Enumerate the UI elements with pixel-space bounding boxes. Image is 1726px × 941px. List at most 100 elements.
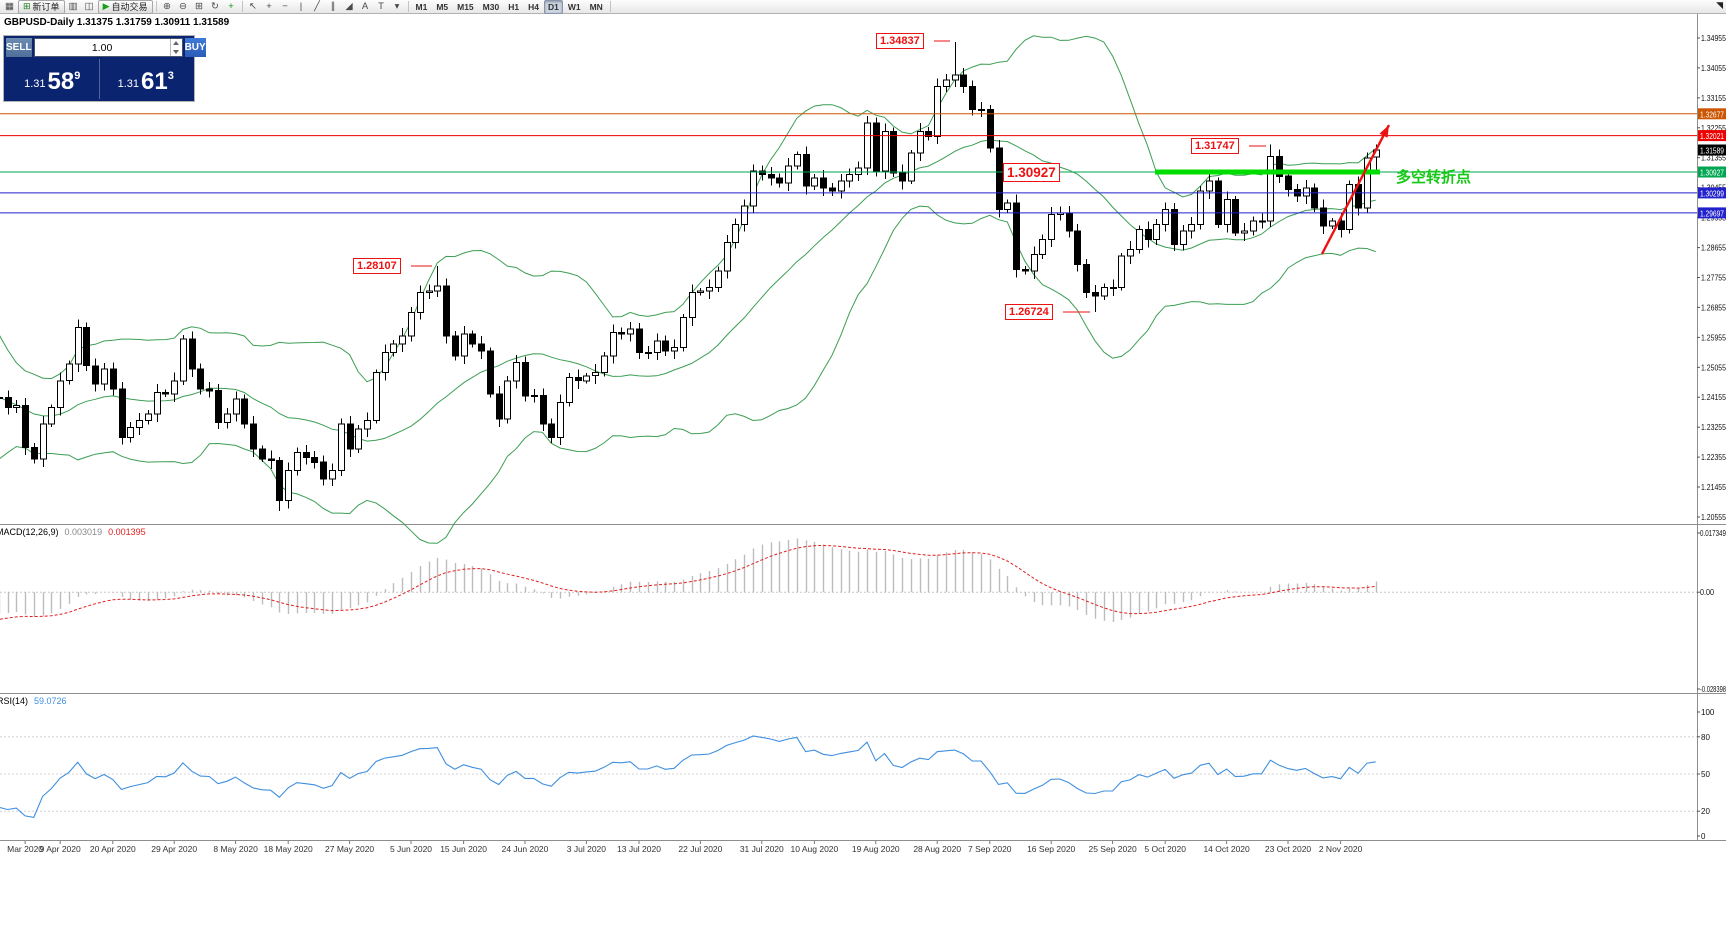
svg-text:0: 0 [1701, 832, 1706, 841]
timeframe-h1-button[interactable]: H1 [508, 1, 520, 12]
add-indicator-icon[interactable]: + [228, 1, 234, 12]
toolbar-separator [241, 1, 243, 12]
autotrading-button-label: 自动交易 [111, 2, 148, 12]
buy-button[interactable]: BUY [184, 38, 206, 57]
svg-text:29 Apr 2020: 29 Apr 2020 [151, 844, 197, 854]
svg-text:0.017349: 0.017349 [1700, 529, 1726, 538]
zoom-out-icon[interactable]: ⊖ [179, 1, 187, 12]
svg-text:20: 20 [1701, 807, 1710, 816]
svg-text:2 Nov 2020: 2 Nov 2020 [1319, 844, 1363, 854]
equidistant-channel-icon[interactable]: ∥ [330, 1, 336, 12]
sell-button[interactable]: SELL [6, 38, 32, 57]
autotrading-button[interactable]: ▶ 自动交易 [97, 0, 153, 14]
volume-box [33, 38, 183, 57]
svg-text:22 Jul 2020: 22 Jul 2020 [678, 844, 722, 854]
chart-grid-icon[interactable]: ▦ [5, 1, 14, 12]
turning-point-text-label[interactable]: 多空转折点 [1396, 169, 1472, 186]
zoom-in-icon[interactable]: ⊕ [163, 1, 171, 12]
price-badge-1.31589 [1698, 144, 1726, 156]
price-badge-1.29697 [1698, 207, 1726, 219]
tile-windows-icon[interactable]: ⊞ [195, 1, 203, 12]
buy-price-big: 61 [141, 68, 168, 95]
horizontal-line-icon[interactable]: − [282, 1, 288, 12]
svg-text:15 Jun 2020: 15 Jun 2020 [440, 844, 487, 854]
price-annotation-1.31747[interactable]: 1.31747 [1191, 138, 1239, 154]
arrows-dropdown-icon[interactable]: ▾ [394, 1, 400, 12]
svg-text:7 Sep 2020: 7 Sep 2020 [968, 844, 1012, 854]
svg-text:5 Oct 2020: 5 Oct 2020 [1144, 844, 1186, 854]
price-annotation-1.26724[interactable]: 1.26724 [1005, 304, 1053, 320]
svg-text:1.28655: 1.28655 [1701, 244, 1726, 253]
svg-text:1.25055: 1.25055 [1701, 363, 1726, 372]
toolbar-separator [407, 1, 409, 12]
volume-decrement-icon[interactable] [171, 48, 182, 57]
svg-text:1.31589: 1.31589 [1700, 147, 1724, 156]
refresh-icon[interactable]: ↻ [211, 1, 219, 12]
new-order-button-label: 新订单 [32, 2, 60, 12]
one-click-trading-panel: SELL BUY 1.31 58 9 1.31 61 3 [4, 36, 206, 101]
timeframe-d1-button[interactable]: D1 [543, 0, 563, 14]
price-badge-1.30927 [1698, 166, 1726, 178]
timeframe-w1-button[interactable]: W1 [567, 1, 581, 12]
svg-text:28 Aug 2020: 28 Aug 2020 [913, 844, 961, 854]
svg-text:14 Oct 2020: 14 Oct 2020 [1203, 844, 1250, 854]
sell-price-big: 58 [47, 68, 75, 95]
price-annotation-1.28107[interactable]: 1.28107 [353, 258, 401, 274]
svg-text:5 Jun 2020: 5 Jun 2020 [390, 844, 432, 854]
new-order-button[interactable]: ⊞ 新订单 [18, 0, 65, 14]
macd-value: 0.003019 [64, 527, 103, 537]
fibonacci-icon[interactable]: ◢ [345, 1, 353, 12]
timeframe-m5-button[interactable]: M5 [436, 1, 449, 12]
svg-text:100: 100 [1701, 708, 1715, 717]
toolbar: ▦ ⊞ 新订单 ▥ ◫ ▶ 自动交易 ⊕ ⊖ ⊞ ↻ + ↖ + − | ╱ ∥ ◢ A T ▾ M1 M5 M15 M30 H1 H… [0, 0, 1726, 14]
svg-text:1.20555: 1.20555 [1701, 513, 1726, 522]
vertical-line-icon[interactable]: | [299, 1, 303, 12]
svg-text:9 Apr 2020: 9 Apr 2020 [40, 844, 81, 854]
timeframe-mn-button[interactable]: MN [589, 1, 603, 12]
sell-price-pip: 9 [74, 70, 81, 82]
macd-signal-value: 0.001395 [108, 527, 146, 537]
svg-text:19 Aug 2020: 19 Aug 2020 [852, 844, 900, 854]
volume-increment-icon[interactable] [171, 39, 182, 48]
volume-input[interactable] [34, 39, 170, 56]
trendline-icon[interactable]: ╱ [314, 1, 320, 12]
buy-price-pip: 3 [167, 70, 174, 82]
price-badge-1.30299 [1698, 187, 1726, 199]
price-annotation-1.34837[interactable]: 1.34837 [876, 33, 924, 49]
crosshair-icon[interactable]: + [266, 1, 272, 12]
buy-price-display[interactable]: 1.31 61 3 [98, 59, 193, 99]
svg-text:1.26855: 1.26855 [1701, 303, 1726, 312]
svg-text:18 May 2020: 18 May 2020 [264, 844, 313, 854]
timeframe-m30-button[interactable]: M30 [482, 1, 500, 12]
price-annotation-1.30927[interactable]: 1.30927 [1003, 163, 1060, 182]
chart-style-bars-icon[interactable]: ▥ [68, 1, 78, 12]
new-order-button-icon: ⊞ [23, 1, 31, 11]
price-axis[interactable]: 1.349551.340551.331551.322551.313551.304… [1697, 34, 1726, 522]
volume-spinner [169, 39, 182, 57]
cursor-icon[interactable]: ↖ [249, 1, 257, 12]
macd-indicator-label: MACD(12,26,9) 0.003019 0.001395 [0, 527, 146, 537]
svg-text:80: 80 [1701, 733, 1710, 742]
text-label-icon[interactable]: T [378, 1, 384, 12]
sell-price-display[interactable]: 1.31 58 9 [6, 59, 99, 99]
chart-style-candles-icon[interactable]: ◫ [84, 1, 94, 12]
rsi-value: 59.0726 [34, 696, 67, 706]
window-corner-icon[interactable]: ◥ [1716, 0, 1723, 10]
toolbar-separator [155, 1, 157, 12]
svg-text:1.34955: 1.34955 [1701, 34, 1726, 43]
timeframe-m15-button[interactable]: M15 [457, 1, 474, 12]
trend-arrow[interactable] [1320, 124, 1391, 255]
svg-text:-0.028398: -0.028398 [1700, 685, 1726, 694]
svg-text:0.00: 0.00 [1700, 588, 1714, 597]
macd-panel: 0.017349 0.00 -0.028398 [0, 529, 1726, 694]
timeframe-m1-button[interactable]: M1 [415, 1, 428, 12]
price-badge-1.32021 [1698, 130, 1726, 142]
svg-text:1.29697: 1.29697 [1700, 209, 1724, 218]
text-icon[interactable]: A [361, 1, 369, 12]
timeframe-h4-button[interactable]: H4 [528, 1, 539, 12]
autotrading-button-icon: ▶ [102, 1, 110, 11]
